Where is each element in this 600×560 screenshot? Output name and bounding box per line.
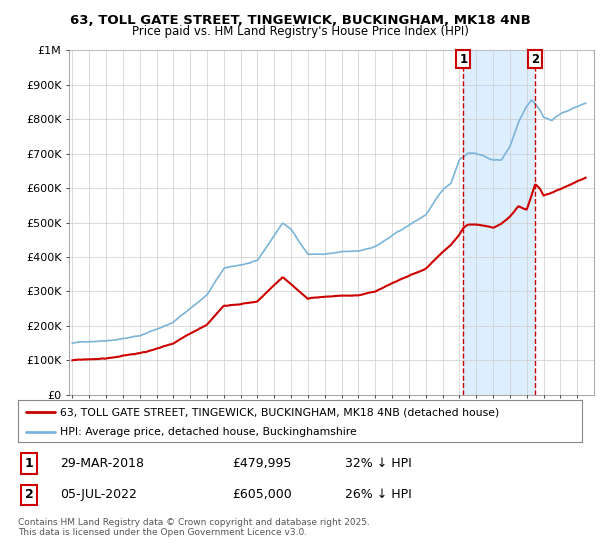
Text: 63, TOLL GATE STREET, TINGEWICK, BUCKINGHAM, MK18 4NB: 63, TOLL GATE STREET, TINGEWICK, BUCKING… (70, 14, 530, 27)
Text: 2: 2 (531, 53, 539, 66)
Text: 29-MAR-2018: 29-MAR-2018 (60, 457, 145, 470)
Text: Price paid vs. HM Land Registry's House Price Index (HPI): Price paid vs. HM Land Registry's House … (131, 25, 469, 38)
Text: 1: 1 (25, 457, 34, 470)
Text: 05-JUL-2022: 05-JUL-2022 (60, 488, 137, 501)
Text: 63, TOLL GATE STREET, TINGEWICK, BUCKINGHAM, MK18 4NB (detached house): 63, TOLL GATE STREET, TINGEWICK, BUCKING… (60, 407, 500, 417)
Text: 1: 1 (459, 53, 467, 66)
Text: £479,995: £479,995 (232, 457, 292, 470)
Text: 32% ↓ HPI: 32% ↓ HPI (345, 457, 412, 470)
Bar (463, 50, 535, 395)
Text: HPI: Average price, detached house, Buckinghamshire: HPI: Average price, detached house, Buck… (60, 427, 357, 437)
Text: Contains HM Land Registry data © Crown copyright and database right 2025.
This d: Contains HM Land Registry data © Crown c… (18, 518, 370, 538)
Text: 2: 2 (25, 488, 34, 501)
Text: £605,000: £605,000 (232, 488, 292, 501)
Text: 26% ↓ HPI: 26% ↓ HPI (345, 488, 412, 501)
